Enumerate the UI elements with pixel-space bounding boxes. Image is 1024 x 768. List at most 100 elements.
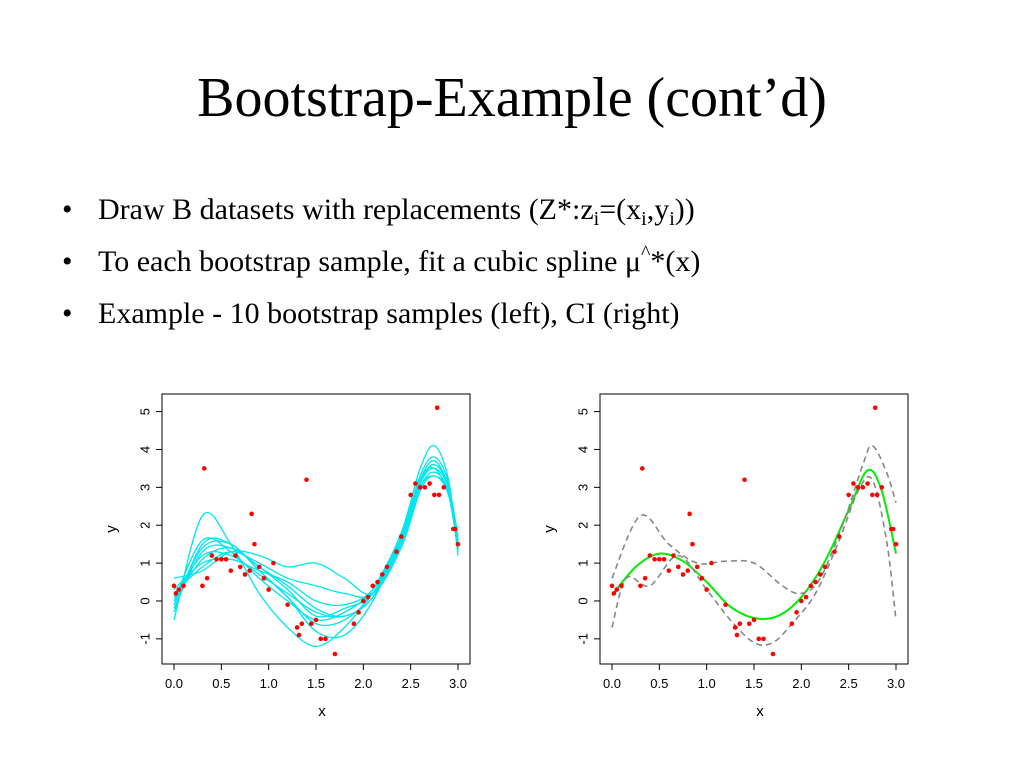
data-point — [256, 564, 262, 570]
data-point — [223, 557, 229, 562]
data-point — [394, 549, 399, 555]
fitted-spline-curve — [611, 468, 897, 621]
data-point — [687, 511, 692, 517]
x-tick-label: 1.0 — [698, 676, 716, 691]
data-point — [609, 583, 615, 589]
data-point — [173, 591, 179, 596]
data-point — [375, 579, 380, 585]
data-point — [799, 598, 804, 604]
data-point — [860, 485, 866, 490]
data-point — [638, 583, 643, 589]
x-tick-label: 0.0 — [603, 676, 621, 691]
data-point — [761, 636, 766, 642]
data-point — [455, 541, 461, 547]
data-point — [751, 617, 757, 623]
data-point — [294, 625, 300, 630]
data-point — [746, 621, 752, 626]
x-tick-label: 3.0 — [449, 676, 467, 691]
bullet-list: • Draw B datasets with replacements (Z*:z… — [62, 184, 700, 340]
x-tick-label: 2.0 — [354, 676, 372, 691]
data-point — [808, 583, 814, 589]
data-point — [200, 583, 205, 589]
data-point — [242, 572, 248, 577]
x-tick-label: 2.0 — [792, 676, 810, 691]
y-axis-label: y — [541, 525, 558, 533]
data-point — [261, 575, 267, 581]
bullet-dot: • — [62, 245, 73, 278]
data-point — [872, 405, 878, 411]
data-point — [893, 541, 899, 547]
data-point — [304, 477, 309, 483]
data-point — [822, 564, 828, 570]
bootstrap-samples-plot: 0.0 0.5 1.0 1.5 2.0 2.5 3.0 -1 0 1 2 3 4 5 x y — [103, 393, 471, 720]
data-point — [699, 575, 705, 581]
y-tick-label: -1 — [137, 633, 152, 645]
bullet-text: To each bootstrap sample, fit a cubic sp… — [98, 245, 641, 278]
data-point — [803, 594, 809, 600]
data-point — [619, 583, 624, 589]
data-point — [252, 541, 257, 547]
y-axis-label: y — [103, 525, 120, 533]
x-tick-label: 0.5 — [212, 676, 230, 691]
y-tick-label: 4 — [137, 446, 152, 453]
data-point — [704, 587, 709, 592]
data-point — [855, 485, 861, 490]
data-point — [356, 610, 361, 615]
data-point — [398, 534, 404, 539]
bootstrap-spline-curve — [173, 444, 459, 648]
bootstrap-spline-curve — [173, 475, 459, 598]
x-tick-label: 0.0 — [165, 676, 183, 691]
data-point — [285, 602, 290, 608]
data-point — [237, 564, 243, 570]
plot-frame — [599, 393, 909, 665]
data-point — [313, 617, 319, 623]
bullet-item: • Example - 10 bootstrap samples (left), … — [62, 288, 700, 340]
data-point — [323, 636, 328, 642]
x-tick-label: 2.5 — [840, 676, 858, 691]
data-point — [436, 492, 442, 498]
data-point — [642, 575, 648, 581]
data-point — [737, 621, 743, 626]
bootstrap-spline-curve — [173, 467, 459, 607]
data-point — [434, 405, 440, 411]
data-point — [365, 594, 371, 600]
data-point — [661, 557, 667, 562]
data-point — [201, 466, 207, 471]
y-tick-label: 2 — [575, 522, 590, 529]
data-point — [441, 485, 447, 490]
y-tick-label: 4 — [575, 446, 590, 453]
data-point — [832, 549, 837, 555]
data-point — [874, 492, 880, 498]
y-tick-label: 0 — [575, 597, 590, 604]
data-point — [266, 587, 271, 592]
data-point — [817, 572, 823, 577]
data-point — [611, 591, 617, 596]
data-point — [417, 485, 423, 490]
y-tick-label: 2 — [137, 522, 152, 529]
x-tick-label: 3.0 — [887, 676, 905, 691]
bullet-text: Draw B datasets with replacements (Z*:z — [98, 193, 594, 226]
x-tick-label: 2.5 — [402, 676, 420, 691]
data-point — [675, 564, 681, 570]
data-point — [432, 492, 437, 498]
data-point — [249, 511, 254, 517]
data-point — [770, 651, 776, 657]
confidence-interval-plot: 0.0 0.5 1.0 1.5 2.0 2.5 3.0 -1 0 1 2 3 4 5 x y — [541, 393, 909, 720]
bullet-item: • To each bootstrap sample, fit a cubic s… — [62, 236, 700, 288]
y-tick-label: 3 — [137, 484, 152, 491]
bullet-dot: • — [62, 297, 73, 330]
x-tick-label: 1.0 — [260, 676, 278, 691]
data-point — [870, 492, 875, 498]
data-point — [879, 485, 885, 490]
x-tick-label: 1.5 — [745, 676, 763, 691]
data-point — [247, 568, 253, 573]
data-point — [647, 553, 653, 558]
bootstrap-spline-curve — [173, 456, 459, 639]
data-point — [384, 564, 390, 570]
data-point — [865, 481, 870, 486]
data-point — [614, 587, 620, 592]
data-point — [379, 572, 385, 577]
data-point — [370, 583, 376, 589]
x-axis-label: x — [318, 703, 326, 720]
data-point — [657, 557, 662, 562]
